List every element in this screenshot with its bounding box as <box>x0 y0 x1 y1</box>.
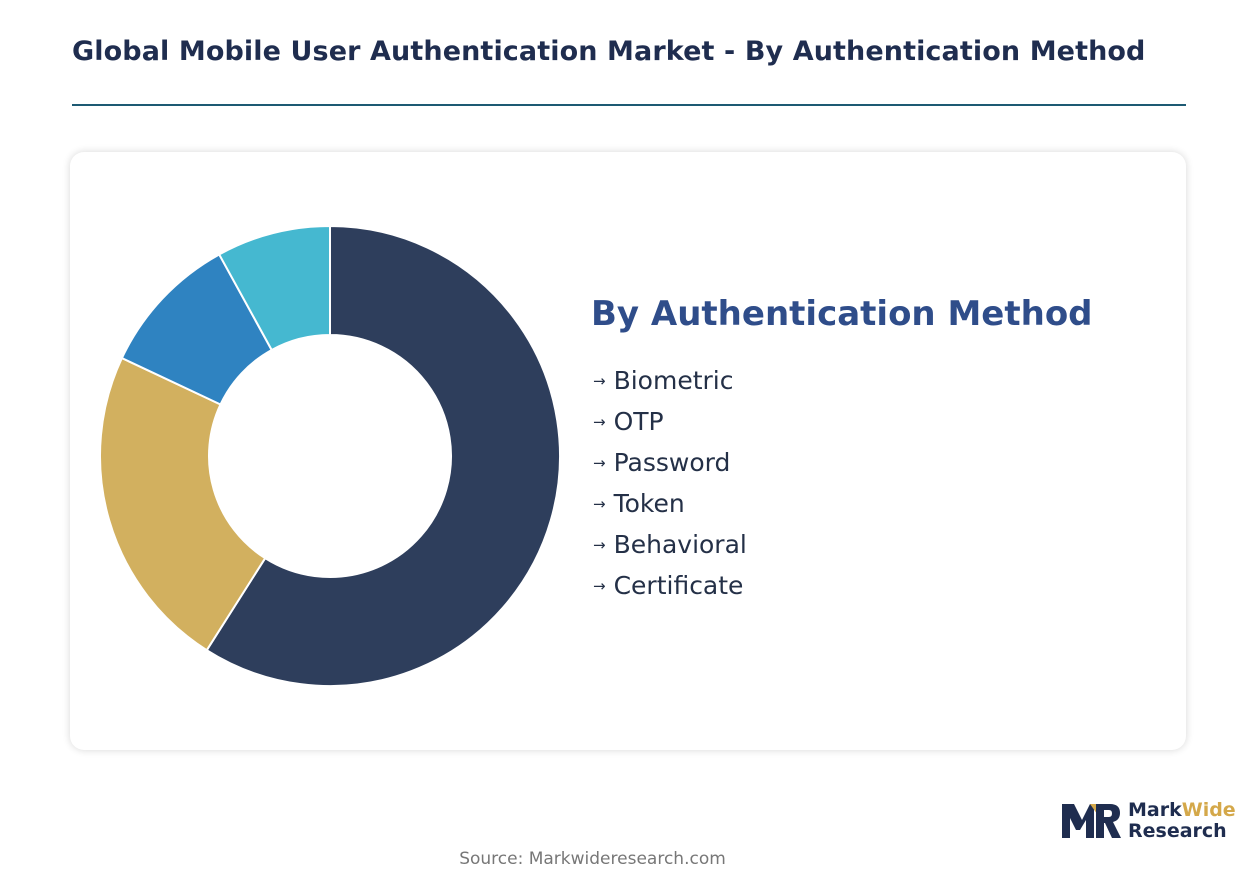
legend-list: → Biometric → OTP → Password → Token → Behavioral… <box>593 360 747 606</box>
legend-item: → OTP <box>593 401 747 442</box>
legend-item: → Password <box>593 442 747 483</box>
arrow-icon: → <box>593 412 606 431</box>
legend-item: → Certificate <box>593 565 747 606</box>
legend-item-label: OTP <box>613 407 664 436</box>
arrow-icon: → <box>593 453 606 472</box>
legend-item: → Biometric <box>593 360 747 401</box>
title-divider <box>72 104 1186 106</box>
legend-item-label: Behavioral <box>613 530 747 559</box>
donut-slice-token <box>217 224 331 352</box>
donut-slice-biometric <box>205 224 561 687</box>
logo-text-wide: Wide <box>1181 799 1236 821</box>
arrow-icon: → <box>593 535 606 554</box>
logo-text: MarkWide Research <box>1128 800 1236 842</box>
chart-card: By Authentication Method → Biometric → OTP →… <box>70 152 1186 750</box>
legend-item-label: Password <box>613 448 731 477</box>
donut-slice-password <box>99 356 267 652</box>
arrow-icon: → <box>593 371 606 390</box>
logo-text-mark: Mark <box>1128 799 1182 821</box>
arrow-icon: → <box>593 576 606 595</box>
legend-item: → Behavioral <box>593 524 747 565</box>
legend-item-label: Biometric <box>613 366 734 395</box>
markwide-logo: MarkWide Research <box>1060 800 1244 842</box>
page-title: Global Mobile User Authentication Market… <box>72 36 1146 67</box>
legend-item-label: Certificate <box>613 571 744 600</box>
logo-text-research: Research <box>1128 820 1227 842</box>
arrow-icon: → <box>593 494 606 513</box>
markwide-logo-icon <box>1062 804 1121 838</box>
source-credit: Source: Markwideresearch.com <box>459 849 726 869</box>
legend-item-label: Token <box>613 489 685 518</box>
donut-chart <box>99 224 561 687</box>
legend-title: By Authentication Method <box>591 294 1093 334</box>
legend-item: → Token <box>593 483 747 524</box>
